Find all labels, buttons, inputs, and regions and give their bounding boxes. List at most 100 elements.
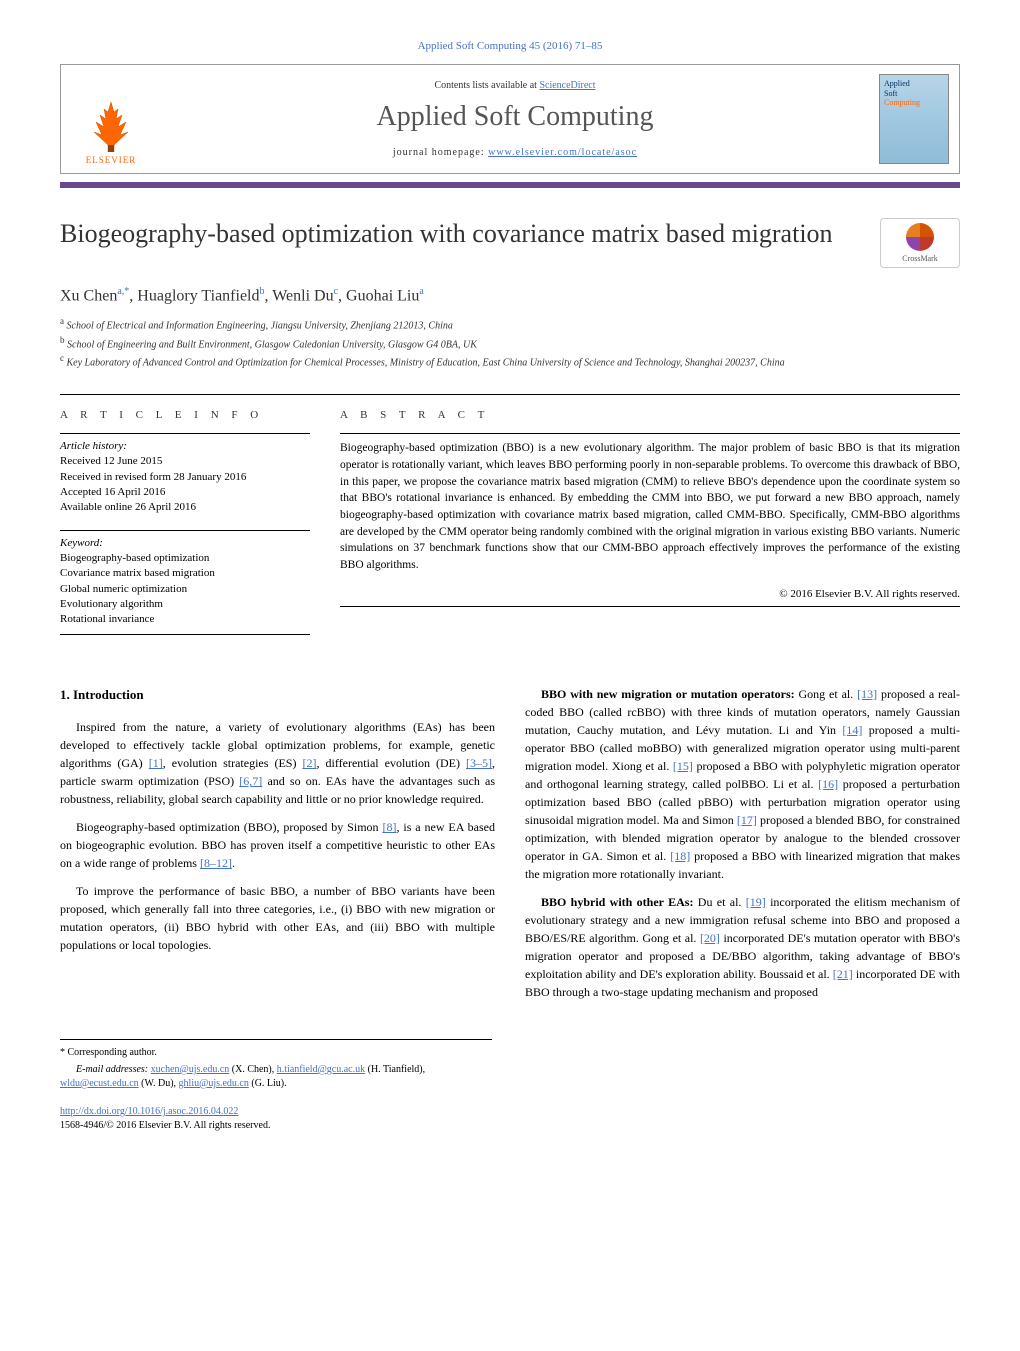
email-2-who: (H. Tianfield), [365, 1064, 425, 1075]
article-title: Biogeography-based optimization with cov… [60, 218, 880, 251]
corresponding-author-label: * Corresponding author. [60, 1046, 492, 1060]
history-accepted: Accepted 16 April 2016 [60, 485, 310, 500]
author-1-star: * [124, 286, 129, 297]
abstract-column: a b s t r a c t Biogeography-based optim… [340, 409, 960, 635]
keywords-label: Keyword: [60, 537, 310, 549]
abstract-text: Biogeography-based optimization (BBO) is… [340, 433, 960, 573]
homepage-link[interactable]: www.elsevier.com/locate/asoc [488, 147, 637, 158]
crossmark-badge[interactable]: CrossMark [880, 218, 960, 268]
author-2: Huaglory Tianfield [137, 287, 259, 304]
intro-heading: 1. Introduction [60, 685, 495, 705]
crossmark-label: CrossMark [902, 254, 938, 263]
ref-20[interactable]: [20] [700, 931, 720, 945]
cover-line-3: Computing [884, 98, 944, 108]
aff-sup-b: b [60, 335, 65, 345]
ref-14[interactable]: [14] [842, 723, 862, 737]
intro-para-2: Biogeography-based optimization (BBO), p… [60, 818, 495, 872]
cover-line-2: Soft [884, 89, 944, 99]
history-revised: Received in revised form 28 January 2016 [60, 470, 310, 485]
keyword-2: Covariance matrix based migration [60, 566, 310, 581]
doi-link[interactable]: http://dx.doi.org/10.1016/j.asoc.2016.04… [60, 1106, 238, 1117]
aff-text-c: Key Laboratory of Advanced Control and O… [67, 357, 785, 368]
author-3: Wenli Du [272, 287, 333, 304]
affiliation-b: b School of Engineering and Built Enviro… [60, 334, 960, 352]
keyword-1: Biogeography-based optimization [60, 551, 310, 566]
ref-13[interactable]: [13] [857, 687, 877, 701]
email-1-who: (X. Chen), [229, 1064, 277, 1075]
footer-block: * Corresponding author. E-mail addresses… [60, 1039, 492, 1091]
right-para-1: BBO with new migration or mutation opera… [525, 685, 960, 883]
ref-6-7[interactable]: [6,7] [239, 774, 262, 788]
homepage-prefix: journal homepage: [393, 147, 488, 158]
masthead-center: Contents lists available at ScienceDirec… [161, 65, 869, 173]
history-online: Available online 26 April 2016 [60, 500, 310, 515]
abstract-copyright: © 2016 Elsevier B.V. All rights reserved… [340, 588, 960, 607]
contents-available-line: Contents lists available at ScienceDirec… [434, 80, 595, 91]
body-right-column: BBO with new migration or mutation opera… [525, 685, 960, 1011]
journal-masthead: ELSEVIER Contents lists available at Sci… [60, 64, 960, 174]
author-4-aff: a [419, 286, 423, 297]
ref-1[interactable]: [1] [149, 756, 163, 770]
email-4[interactable]: ghliu@ujs.edu.cn [179, 1078, 249, 1089]
elsevier-logo: ELSEVIER [76, 85, 146, 165]
author-4: Guohai Liu [346, 287, 419, 304]
ref-2[interactable]: [2] [302, 756, 316, 770]
contents-prefix: Contents lists available at [434, 80, 539, 91]
email-1[interactable]: xuchen@ujs.edu.cn [151, 1064, 230, 1075]
aff-text-a: School of Electrical and Information Eng… [67, 321, 453, 332]
affiliations-block: a School of Electrical and Information E… [60, 315, 960, 370]
history-received: Received 12 June 2015 [60, 454, 310, 469]
ref-8-12[interactable]: [8–12] [200, 856, 232, 870]
body-columns: 1. Introduction Inspired from the nature… [60, 685, 960, 1011]
intro-para-1: Inspired from the nature, a variety of e… [60, 718, 495, 808]
cover-line-1: Applied [884, 79, 944, 89]
author-3-aff: c [334, 286, 338, 297]
journal-cover-cell: Applied Soft Computing [869, 65, 959, 173]
authors-line: Xu Chena,*, Huaglory Tianfieldb, Wenli D… [60, 286, 960, 305]
article-info-label: a r t i c l e i n f o [60, 409, 310, 421]
homepage-line: journal homepage: www.elsevier.com/locat… [393, 147, 637, 158]
emails-label-text: E-mail addresses: [76, 1064, 151, 1075]
abstract-label: a b s t r a c t [340, 409, 960, 421]
running-header: Applied Soft Computing 45 (2016) 71–85 [60, 40, 960, 52]
keyword-5: Rotational invariance [60, 612, 310, 627]
email-2[interactable]: h.tianfield@gcu.ac.uk [277, 1064, 365, 1075]
ref-8a[interactable]: [8] [382, 820, 396, 834]
author-1: Xu Chen [60, 287, 117, 304]
aff-text-b: School of Engineering and Built Environm… [67, 339, 477, 350]
ref-16[interactable]: [16] [818, 777, 838, 791]
aff-sup-a: a [60, 316, 64, 326]
ref-3-5[interactable]: [3–5] [466, 756, 492, 770]
title-row: Biogeography-based optimization with cov… [60, 218, 960, 268]
journal-name: Applied Soft Computing [377, 101, 654, 133]
ref-17[interactable]: [17] [737, 813, 757, 827]
page-root: Applied Soft Computing 45 (2016) 71–85 E… [0, 0, 1020, 1183]
elsevier-tree-icon [86, 97, 136, 152]
email-3[interactable]: wldu@ecust.edu.cn [60, 1078, 139, 1089]
right-para-2: BBO hybrid with other EAs: Du et al. [19… [525, 893, 960, 1001]
ref-15[interactable]: [15] [673, 759, 693, 773]
aff-sup-c: c [60, 353, 64, 363]
author-2-aff: b [260, 286, 265, 297]
email-3-who: (W. Du), [139, 1078, 179, 1089]
right-lead-1: BBO with new migration or mutation opera… [541, 687, 795, 701]
body-left-column: 1. Introduction Inspired from the nature… [60, 685, 495, 1011]
article-info-column: a r t i c l e i n f o Article history: R… [60, 409, 310, 635]
ref-18[interactable]: [18] [670, 849, 690, 863]
sciencedirect-link[interactable]: ScienceDirect [539, 80, 595, 91]
keyword-4: Evolutionary algorithm [60, 597, 310, 612]
doi-block: http://dx.doi.org/10.1016/j.asoc.2016.04… [60, 1105, 960, 1133]
publisher-name: ELSEVIER [86, 155, 137, 165]
intro-para-3: To improve the performance of basic BBO,… [60, 882, 495, 954]
affiliation-c: c Key Laboratory of Advanced Control and… [60, 352, 960, 370]
article-history-label: Article history: [60, 433, 310, 452]
ref-21[interactable]: [21] [833, 967, 853, 981]
emails-line: E-mail addresses: xuchen@ujs.edu.cn (X. … [60, 1063, 492, 1091]
crossmark-icon [906, 223, 934, 251]
email-4-who: (G. Liu). [249, 1078, 287, 1089]
issn-copyright: 1568-4946/© 2016 Elsevier B.V. All right… [60, 1119, 960, 1133]
ref-19[interactable]: [19] [746, 895, 766, 909]
publisher-logo-cell: ELSEVIER [61, 65, 161, 173]
journal-cover-thumb: Applied Soft Computing [879, 74, 949, 164]
accent-bar [60, 182, 960, 188]
